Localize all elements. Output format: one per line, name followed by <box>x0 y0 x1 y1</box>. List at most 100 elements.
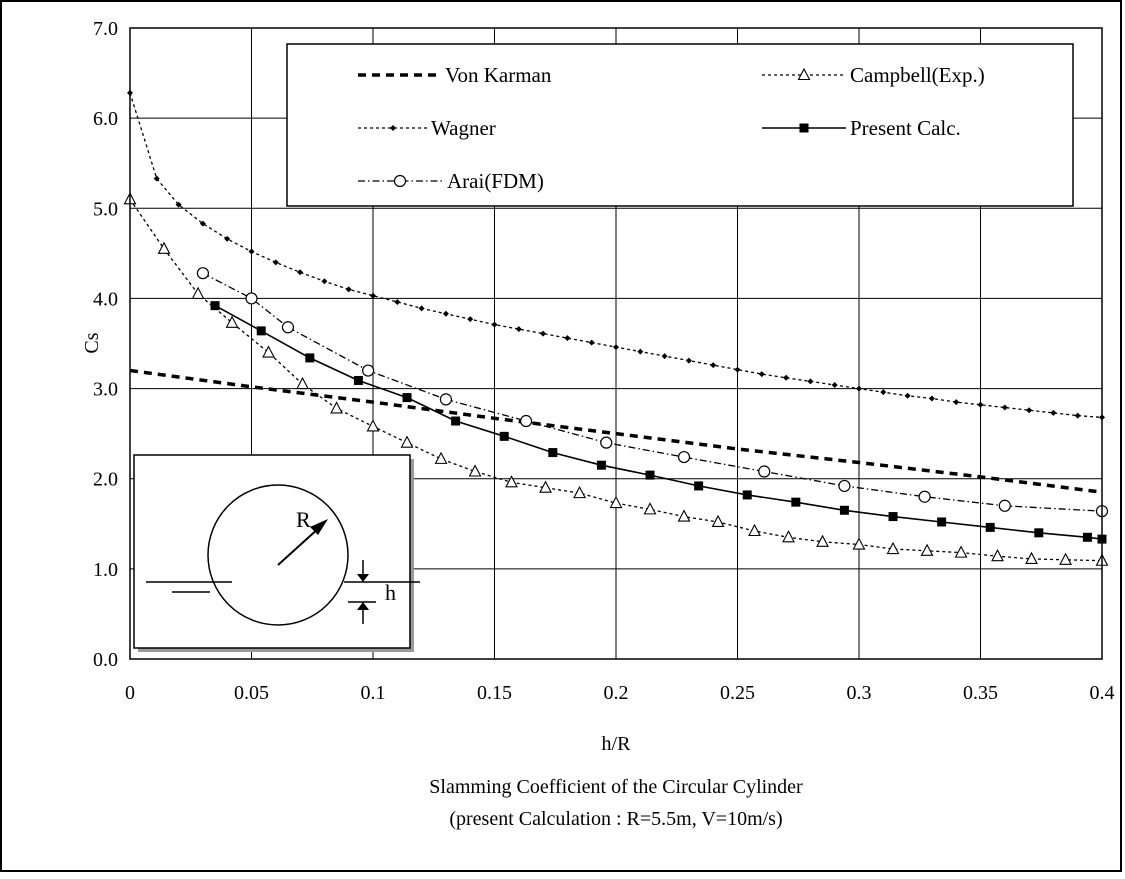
legend: Von Karman Wagner Arai(FDM) Campbell(Exp… <box>286 43 1074 207</box>
data-point-campbell-exp <box>573 485 586 499</box>
data-point-wagner <box>807 378 814 385</box>
data-point-campbell-exp <box>816 534 829 547</box>
data-point-wagner <box>880 389 887 396</box>
data-point-campbell-exp <box>991 549 1004 562</box>
y-tick-label: 7.0 <box>93 18 118 40</box>
data-point-arai-fdm <box>519 414 533 428</box>
legend-box <box>286 43 1074 207</box>
data-point-wagner <box>418 305 425 312</box>
data-point-arai-fdm <box>918 490 931 503</box>
x-tick-label: 0.25 <box>720 682 755 704</box>
data-point-wagner <box>153 175 160 182</box>
data-point-wagner <box>272 259 279 266</box>
data-point-wagner <box>515 326 522 333</box>
data-point-present-calc <box>548 448 558 458</box>
data-point-wagner <box>588 339 595 346</box>
data-point-wagner <box>442 310 449 317</box>
x-tick-label: 0.3 <box>847 682 872 704</box>
data-point-wagner <box>783 374 790 381</box>
legend-samples <box>358 67 846 188</box>
x-axis-title: h/R <box>602 733 632 755</box>
series-line-campbell-exp <box>129 198 1103 562</box>
data-point-wagner <box>904 392 911 399</box>
data-point-wagner <box>734 366 741 373</box>
data-point-campbell-exp <box>1025 551 1038 564</box>
data-point-wagner <box>1050 409 1057 416</box>
data-point-campbell-exp <box>157 241 171 254</box>
data-point-wagner <box>637 348 644 355</box>
legend-marker-present-calc <box>799 123 809 133</box>
data-point-arai-fdm <box>196 267 209 280</box>
data-point-wagner <box>758 371 765 378</box>
data-point-present-calc <box>937 517 947 527</box>
data-point-present-calc <box>985 522 995 532</box>
data-point-campbell-exp <box>400 435 414 448</box>
plot-area-border <box>129 27 1103 660</box>
series-arai-fdm <box>196 267 1109 518</box>
data-point-present-calc <box>1082 532 1092 542</box>
data-point-wagner <box>685 357 692 364</box>
data-point-wagner <box>928 395 935 402</box>
data-point-present-calc <box>353 375 363 385</box>
data-point-campbell-exp <box>539 480 552 493</box>
data-point-present-calc <box>1034 528 1044 538</box>
data-point-wagner <box>977 401 984 408</box>
data-point-present-calc <box>402 393 412 403</box>
x-tick-label: 0.35 <box>963 682 998 704</box>
data-point-campbell-exp <box>643 502 657 515</box>
legend-marker-campbell-exp <box>797 67 811 81</box>
data-point-present-calc <box>451 416 461 426</box>
legend-marker-wagner <box>390 125 396 131</box>
x-tick-label: 0.05 <box>234 682 269 704</box>
data-point-present-calc <box>499 431 509 441</box>
x-tick-label: 0.4 <box>1090 682 1115 704</box>
data-point-arai-fdm <box>838 479 851 493</box>
radius-label: R <box>296 507 311 532</box>
x-tick-label: 0.1 <box>361 682 386 704</box>
y-tick-label: 0.0 <box>93 649 118 671</box>
series-layer <box>123 89 1109 566</box>
data-point-wagner <box>613 344 619 351</box>
data-point-present-calc <box>596 460 606 470</box>
data-point-present-calc <box>645 470 655 480</box>
tick-label-layer: 0 0.05 0.1 0.15 0.2 0.25 0.3 0.35 0.4 0.0 1.0 2.0 3.… <box>93 18 1115 704</box>
y-tick-label: 2.0 <box>93 469 118 491</box>
data-point-campbell-exp <box>920 543 934 556</box>
series-campbell-exp <box>123 192 1109 566</box>
data-point-arai-fdm <box>758 465 771 478</box>
chart-subtitle: (present Calculation : R=5.5m, V=10m/s) <box>449 808 782 830</box>
chart-title: Slamming Coefficient of the Circular Cyl… <box>429 776 803 798</box>
legend-label-arai: Arai(FDM) <box>447 169 544 193</box>
legend-label-campbell: Campbell(Exp.) <box>850 63 985 87</box>
data-point-campbell-exp <box>262 345 275 358</box>
series-line-von-karman <box>129 368 1103 494</box>
data-point-wagner <box>564 335 571 342</box>
legend-label-von-karman: Von Karman <box>445 63 552 87</box>
depth-arrow-top-head <box>357 574 369 582</box>
data-point-arai-fdm <box>677 450 691 464</box>
y-axis-title: Cs <box>81 332 103 353</box>
data-point-wagner <box>370 292 376 299</box>
data-point-campbell-exp <box>191 286 205 299</box>
data-point-campbell-exp <box>1059 552 1072 565</box>
data-point-wagner <box>1074 412 1081 419</box>
x-tick-label: 0 <box>125 682 135 704</box>
radius-arrow-line <box>277 526 321 566</box>
cylinder-circle <box>207 484 349 626</box>
data-point-campbell-exp <box>852 537 866 550</box>
x-tick-label: 0.15 <box>477 682 512 704</box>
data-point-campbell-exp <box>609 495 623 509</box>
data-point-present-calc <box>305 353 315 363</box>
y-tick-label: 4.0 <box>93 288 118 310</box>
data-point-arai-fdm <box>281 321 295 334</box>
data-point-wagner <box>1001 404 1008 411</box>
data-point-wagner <box>831 381 838 388</box>
y-tick-label: 5.0 <box>93 198 118 220</box>
depth-label: h <box>385 580 396 605</box>
legend-marker-arai-fdm <box>393 174 407 188</box>
data-point-present-calc <box>791 497 801 507</box>
y-tick-label: 1.0 <box>93 559 118 581</box>
data-point-wagner <box>953 399 960 406</box>
data-point-campbell-exp <box>711 514 725 528</box>
